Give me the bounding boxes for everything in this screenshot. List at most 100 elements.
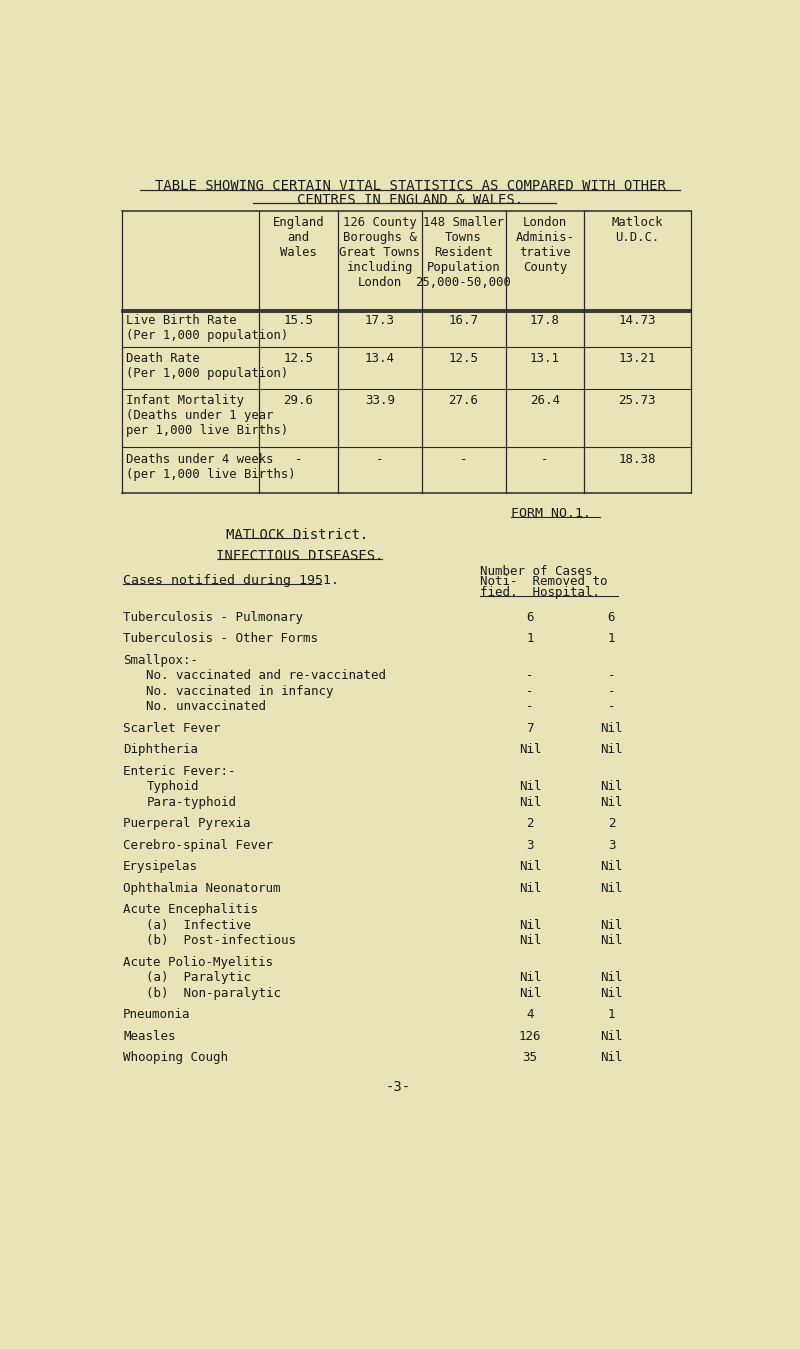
- Text: Para-typhoid: Para-typhoid: [146, 796, 237, 808]
- Text: Nil: Nil: [519, 796, 542, 808]
- Text: MATLOCK District.: MATLOCK District.: [226, 527, 369, 542]
- Text: -: -: [376, 453, 383, 465]
- Text: Nil: Nil: [600, 722, 622, 735]
- Text: Nil: Nil: [600, 796, 622, 808]
- Text: 1: 1: [608, 1008, 615, 1021]
- Text: fied.  Hospital.: fied. Hospital.: [480, 587, 600, 599]
- Text: -: -: [608, 669, 615, 683]
- Text: (b)  Non-paralytic: (b) Non-paralytic: [146, 986, 282, 1000]
- Text: 17.3: 17.3: [365, 314, 394, 328]
- Text: Tuberculosis - Pulmonary: Tuberculosis - Pulmonary: [123, 611, 303, 623]
- Text: Nil: Nil: [519, 986, 542, 1000]
- Text: Erysipelas: Erysipelas: [123, 861, 198, 873]
- Text: 6: 6: [608, 611, 615, 623]
- Text: 6: 6: [526, 611, 534, 623]
- Text: 126: 126: [519, 1029, 542, 1043]
- Text: 2: 2: [526, 817, 534, 830]
- Text: TABLE SHOWING CERTAIN VITAL STATISTICS AS COMPARED WITH OTHER: TABLE SHOWING CERTAIN VITAL STATISTICS A…: [154, 179, 666, 193]
- Text: Deaths under 4 weeks
(per 1,000 live Births): Deaths under 4 weeks (per 1,000 live Bir…: [126, 453, 295, 482]
- Text: Noti-  Removed to: Noti- Removed to: [480, 576, 607, 588]
- Text: Nil: Nil: [600, 919, 622, 932]
- Text: Number of Cases: Number of Cases: [480, 565, 592, 577]
- Text: Nil: Nil: [519, 971, 542, 985]
- Text: Cases notified during 1951.: Cases notified during 1951.: [123, 573, 339, 587]
- Text: 33.9: 33.9: [365, 394, 394, 407]
- Text: CENTRES IN ENGLAND & WALES.: CENTRES IN ENGLAND & WALES.: [297, 193, 523, 206]
- Text: 13.21: 13.21: [618, 352, 656, 366]
- Text: Nil: Nil: [519, 919, 542, 932]
- Text: Enteric Fever:-: Enteric Fever:-: [123, 765, 236, 778]
- Text: -: -: [460, 453, 467, 465]
- Text: Nil: Nil: [600, 882, 622, 894]
- Text: -3-: -3-: [386, 1081, 411, 1094]
- Text: England
and
Wales: England and Wales: [273, 216, 324, 259]
- Text: 14.73: 14.73: [618, 314, 656, 328]
- Text: 13.4: 13.4: [365, 352, 394, 366]
- Text: Nil: Nil: [519, 861, 542, 873]
- Text: -: -: [526, 685, 534, 697]
- Text: 29.6: 29.6: [283, 394, 314, 407]
- Text: Acute Polio-Myelitis: Acute Polio-Myelitis: [123, 955, 274, 969]
- Text: Ophthalmia Neonatorum: Ophthalmia Neonatorum: [123, 882, 281, 894]
- Text: -: -: [608, 685, 615, 697]
- Text: 18.38: 18.38: [618, 453, 656, 465]
- Text: Nil: Nil: [600, 743, 622, 757]
- Text: Nil: Nil: [519, 935, 542, 947]
- Text: Nil: Nil: [600, 971, 622, 985]
- Text: Nil: Nil: [519, 882, 542, 894]
- Text: Death Rate
(Per 1,000 population): Death Rate (Per 1,000 population): [126, 352, 288, 380]
- Text: -: -: [541, 453, 549, 465]
- Text: Tuberculosis - Other Forms: Tuberculosis - Other Forms: [123, 633, 318, 645]
- Text: 13.1: 13.1: [530, 352, 560, 366]
- Text: Nil: Nil: [600, 935, 622, 947]
- Text: -: -: [526, 669, 534, 683]
- Text: 4: 4: [526, 1008, 534, 1021]
- Text: Matlock
U.D.C.: Matlock U.D.C.: [611, 216, 663, 244]
- Text: Whooping Cough: Whooping Cough: [123, 1051, 228, 1064]
- Text: 126 County
Boroughs &
Great Towns
including
London: 126 County Boroughs & Great Towns includ…: [339, 216, 420, 289]
- Text: Nil: Nil: [600, 986, 622, 1000]
- Text: -: -: [294, 453, 302, 465]
- Text: Nil: Nil: [519, 743, 542, 757]
- Text: 3: 3: [608, 839, 615, 851]
- Text: 27.6: 27.6: [449, 394, 478, 407]
- Text: -: -: [608, 700, 615, 714]
- Text: 25.73: 25.73: [618, 394, 656, 407]
- Text: 17.8: 17.8: [530, 314, 560, 328]
- Text: 35: 35: [522, 1051, 538, 1064]
- Text: 2: 2: [608, 817, 615, 830]
- Text: No. vaccinated and re-vaccinated: No. vaccinated and re-vaccinated: [146, 669, 386, 683]
- Text: Scarlet Fever: Scarlet Fever: [123, 722, 221, 735]
- Text: Typhoid: Typhoid: [146, 780, 199, 793]
- Text: 1: 1: [608, 633, 615, 645]
- Text: 1: 1: [526, 633, 534, 645]
- Text: -: -: [526, 700, 534, 714]
- Text: Measles: Measles: [123, 1029, 176, 1043]
- Text: No. unvaccinated: No. unvaccinated: [146, 700, 266, 714]
- Text: 16.7: 16.7: [449, 314, 478, 328]
- Text: Cerebro-spinal Fever: Cerebro-spinal Fever: [123, 839, 274, 851]
- Text: INFECTIOUS DISEASES.: INFECTIOUS DISEASES.: [216, 549, 384, 563]
- Text: Nil: Nil: [600, 1051, 622, 1064]
- Text: Infant Mortality
(Deaths under 1 year
per 1,000 live Births): Infant Mortality (Deaths under 1 year pe…: [126, 394, 288, 437]
- Text: 15.5: 15.5: [283, 314, 314, 328]
- Text: 12.5: 12.5: [449, 352, 478, 366]
- Text: 7: 7: [526, 722, 534, 735]
- Text: Nil: Nil: [600, 1029, 622, 1043]
- Text: Smallpox:-: Smallpox:-: [123, 654, 198, 666]
- Text: Live Birth Rate
(Per 1,000 population): Live Birth Rate (Per 1,000 population): [126, 314, 288, 343]
- Text: FORM NO.1.: FORM NO.1.: [510, 507, 590, 519]
- Text: 3: 3: [526, 839, 534, 851]
- Text: 148 Smaller
Towns
Resident
Population
25,000-50,000: 148 Smaller Towns Resident Population 25…: [415, 216, 511, 289]
- Text: Acute Encephalitis: Acute Encephalitis: [123, 904, 258, 916]
- Text: 26.4: 26.4: [530, 394, 560, 407]
- Text: London
Adminis-
trative
County: London Adminis- trative County: [515, 216, 574, 274]
- Text: Pneumonia: Pneumonia: [123, 1008, 190, 1021]
- Text: (a)  Infective: (a) Infective: [146, 919, 251, 932]
- Text: Nil: Nil: [600, 861, 622, 873]
- Text: (b)  Post-infectious: (b) Post-infectious: [146, 935, 297, 947]
- Text: Puerperal Pyrexia: Puerperal Pyrexia: [123, 817, 250, 830]
- Text: Nil: Nil: [600, 780, 622, 793]
- Text: No. vaccinated in infancy: No. vaccinated in infancy: [146, 685, 334, 697]
- Text: Nil: Nil: [519, 780, 542, 793]
